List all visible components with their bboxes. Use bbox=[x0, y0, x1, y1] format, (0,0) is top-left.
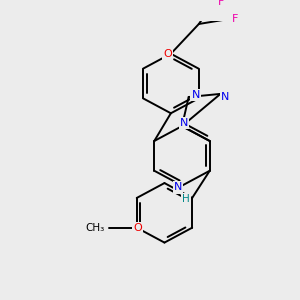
Text: F: F bbox=[218, 0, 224, 7]
Text: N: N bbox=[221, 92, 230, 102]
Text: CH₃: CH₃ bbox=[85, 223, 104, 233]
Text: O: O bbox=[134, 223, 142, 233]
Text: H: H bbox=[182, 194, 190, 204]
Text: N: N bbox=[191, 90, 200, 100]
Text: O: O bbox=[164, 49, 172, 59]
Text: N: N bbox=[180, 118, 188, 128]
Text: N: N bbox=[174, 182, 182, 193]
Text: F: F bbox=[232, 14, 238, 24]
